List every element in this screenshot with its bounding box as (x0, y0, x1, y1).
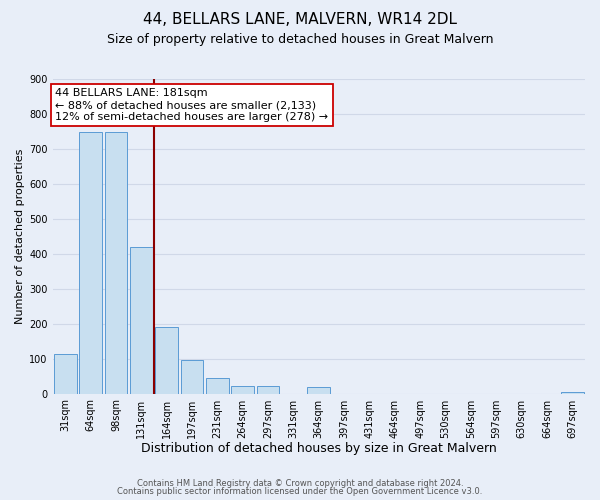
Bar (307, 386, 330, 394)
Text: Contains HM Land Registry data © Crown copyright and database right 2024.: Contains HM Land Registry data © Crown c… (137, 478, 463, 488)
Text: Size of property relative to detached houses in Great Malvern: Size of property relative to detached ho… (107, 32, 493, 46)
Bar (54, 354, 77, 394)
Bar (79, 132, 102, 394)
Bar (561, 392, 584, 394)
Bar (257, 386, 280, 394)
Bar (104, 132, 127, 394)
Text: 44, BELLARS LANE, MALVERN, WR14 2DL: 44, BELLARS LANE, MALVERN, WR14 2DL (143, 12, 457, 28)
Bar (155, 327, 178, 394)
Bar (181, 360, 203, 394)
Text: 44 BELLARS LANE: 181sqm
← 88% of detached houses are smaller (2,133)
12% of semi: 44 BELLARS LANE: 181sqm ← 88% of detache… (55, 88, 328, 122)
Bar (206, 378, 229, 394)
Y-axis label: Number of detached properties: Number of detached properties (15, 148, 25, 324)
Bar (231, 386, 254, 394)
Text: Contains public sector information licensed under the Open Government Licence v3: Contains public sector information licen… (118, 487, 482, 496)
X-axis label: Distribution of detached houses by size in Great Malvern: Distribution of detached houses by size … (141, 442, 497, 455)
Bar (130, 247, 152, 394)
